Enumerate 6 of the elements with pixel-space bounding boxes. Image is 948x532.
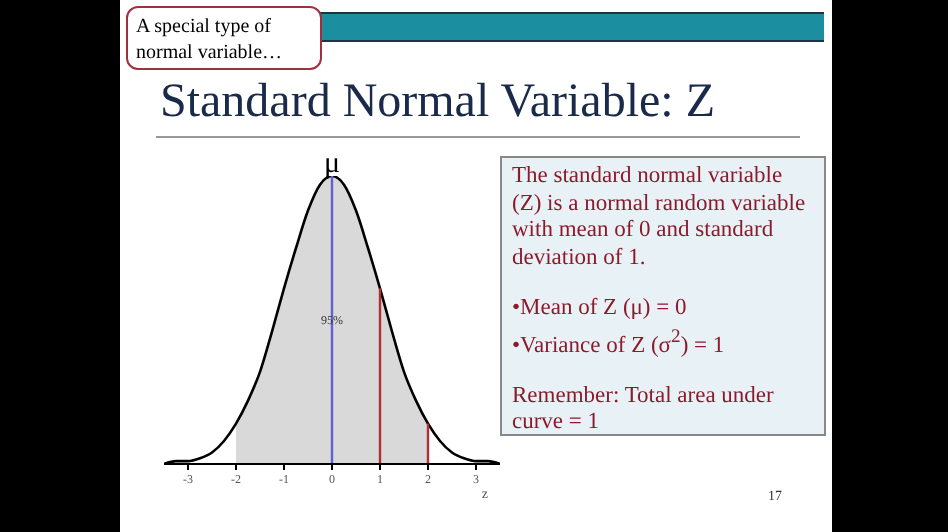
chart-title: Standard Normal Variable: Z: [160, 76, 715, 130]
text: •Variance of Z (σ$^{2}$) = 1: [512, 323, 727, 360]
text: Remember: Total area under curve = 1: [512, 383, 776, 438]
text: A special type of normal variable…: [126, 6, 322, 70]
text: •Mean of Z (μ) = 0: [512, 296, 689, 323]
text: The standard normal variable (Z) is a normal random variable with mean of 0 and standard deviation of 1.: [512, 164, 808, 272]
